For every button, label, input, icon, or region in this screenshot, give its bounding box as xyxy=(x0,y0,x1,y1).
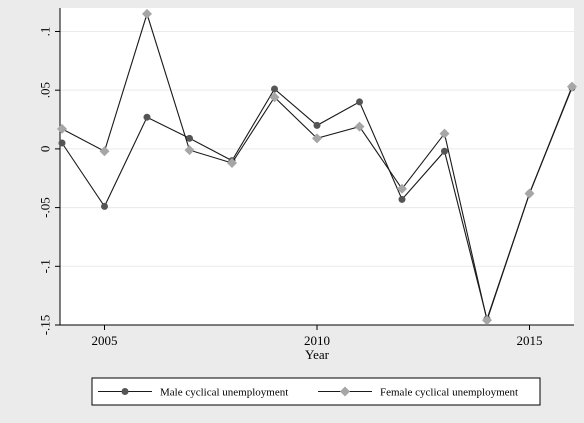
data-point xyxy=(354,121,365,132)
legend-label: Female cyclical unemployment xyxy=(380,387,518,399)
data-point xyxy=(312,133,322,144)
x-tick-label: 2005 xyxy=(92,333,118,348)
data-point xyxy=(58,139,66,147)
data-point xyxy=(101,202,108,210)
data-point xyxy=(184,145,195,156)
x-tick-label: 2010 xyxy=(304,333,330,348)
y-tick-label: -.15 xyxy=(38,315,53,336)
y-axis: .1 .05 0 -.05 -.1 -.15 xyxy=(38,8,61,335)
legend-marker xyxy=(121,388,129,395)
data-point xyxy=(356,98,363,106)
y-tick-label: .1 xyxy=(38,27,53,37)
legend-item: Male cyclical unemployment xyxy=(98,387,288,399)
y-tick-label: .05 xyxy=(38,82,53,98)
data-point xyxy=(57,123,67,134)
data-point xyxy=(313,121,321,129)
x-axis-title: Year xyxy=(305,347,330,362)
series-layer xyxy=(57,8,577,326)
data-point xyxy=(227,157,237,168)
data-point xyxy=(397,183,407,194)
data-point xyxy=(439,128,450,139)
data-point xyxy=(99,146,110,157)
data-point xyxy=(269,92,280,103)
y-tick-label: -.05 xyxy=(38,197,53,218)
legend-marker xyxy=(340,386,350,397)
y-tick-label: 0 xyxy=(38,146,53,153)
data-point xyxy=(398,195,406,203)
data-point xyxy=(186,134,193,142)
plot-area xyxy=(60,8,574,325)
data-point xyxy=(524,188,535,199)
data-point xyxy=(567,81,577,92)
legend: Male cyclical unemployment Female cyclica… xyxy=(91,377,541,406)
x-tick-label: 2015 xyxy=(517,333,543,348)
data-point xyxy=(143,113,151,121)
data-point xyxy=(142,8,152,19)
y-tick-label: -.1 xyxy=(38,259,53,273)
series-1 xyxy=(57,8,577,326)
data-point xyxy=(482,315,492,326)
data-point xyxy=(441,147,448,155)
x-axis: 2005 2010 2015 xyxy=(60,324,574,348)
legend-label: Male cyclical unemployment xyxy=(160,387,288,399)
data-point xyxy=(271,85,278,93)
legend-item: Female cyclical unemployment xyxy=(318,386,518,399)
legend-box xyxy=(91,377,541,406)
